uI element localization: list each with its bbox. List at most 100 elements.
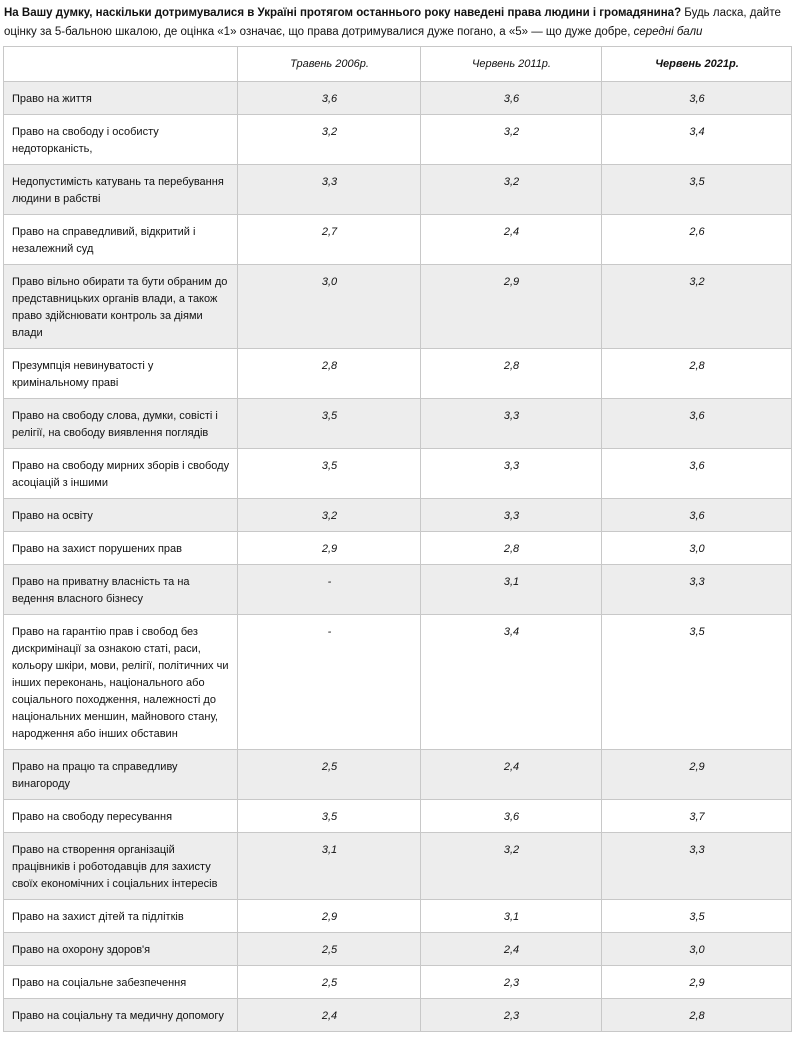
- row-value: 3,2: [420, 114, 602, 165]
- row-value: 3,6: [237, 81, 421, 115]
- row-value: -: [237, 614, 421, 750]
- row-label: Право на гарантію прав і свобод без диск…: [3, 614, 238, 750]
- row-value: 3,3: [420, 498, 602, 532]
- row-value: 3,3: [420, 448, 602, 499]
- table-row: Право на приватну власність та на веденн…: [3, 564, 792, 615]
- ratings-table: Травень 2006р. Червень 2011р. Червень 20…: [3, 46, 792, 1032]
- row-label: Право на захист дітей та підлітків: [3, 899, 238, 933]
- row-value: 3,1: [420, 899, 602, 933]
- row-value: 2,8: [601, 348, 792, 399]
- row-value: 3,2: [420, 164, 602, 215]
- row-value: 3,4: [420, 614, 602, 750]
- row-value: 3,3: [601, 564, 792, 615]
- row-label: Право на справедливий, відкритий і незал…: [3, 214, 238, 265]
- header-june-2011: Червень 2011р.: [420, 46, 602, 82]
- table-row: Недопустимість катувань та перебування л…: [3, 164, 792, 215]
- row-value: 3,3: [420, 398, 602, 449]
- table-row: Право на гарантію прав і свобод без диск…: [3, 614, 792, 750]
- table-row: Право на соціальну та медичну допомогу 2,…: [3, 998, 792, 1032]
- row-value: 2,4: [420, 749, 602, 800]
- row-value: 3,2: [237, 114, 421, 165]
- row-label: Право на соціальну та медичну допомогу: [3, 998, 238, 1032]
- question-bold: На Вашу думку, наскільки дотримувалися в…: [4, 7, 682, 19]
- row-label: Право на приватну власність та на веденн…: [3, 564, 238, 615]
- row-value: 2,9: [237, 531, 421, 565]
- row-value: 3,6: [601, 498, 792, 532]
- row-value: 3,6: [601, 448, 792, 499]
- row-label: Право на життя: [3, 81, 238, 115]
- row-value: 3,5: [601, 164, 792, 215]
- row-value: 2,6: [601, 214, 792, 265]
- row-value: 3,5: [601, 899, 792, 933]
- question-units: середні бали: [633, 26, 703, 38]
- question-text: На Вашу думку, наскільки дотримувалися в…: [0, 0, 800, 42]
- table-row: Право на свободу мирних зборів і свободу…: [3, 448, 792, 499]
- row-label: Право на створення організацій працівник…: [3, 832, 238, 900]
- row-value: 2,8: [420, 531, 602, 565]
- row-label: Право на свободу мирних зборів і свободу…: [3, 448, 238, 499]
- table-row: Право на життя 3,6 3,6 3,6: [3, 81, 792, 115]
- row-value: 2,3: [420, 965, 602, 999]
- row-value: 2,5: [237, 749, 421, 800]
- row-value: 3,4: [601, 114, 792, 165]
- header-june-2021: Червень 2021р.: [601, 46, 792, 82]
- row-value: 2,9: [420, 264, 602, 349]
- row-value: 2,9: [237, 899, 421, 933]
- row-value: 3,1: [420, 564, 602, 615]
- row-label: Презумпція невинуватості у кримінальному…: [3, 348, 238, 399]
- row-value: 3,6: [420, 799, 602, 833]
- table-row: Право на свободу пересування 3,5 3,6 3,7: [3, 799, 792, 833]
- table-header-row: Травень 2006р. Червень 2011р. Червень 20…: [3, 46, 792, 82]
- row-value: 2,3: [420, 998, 602, 1032]
- table-row: Право на справедливий, відкритий і незал…: [3, 214, 792, 265]
- row-label: Недопустимість катувань та перебування л…: [3, 164, 238, 215]
- header-may-2006: Травень 2006р.: [237, 46, 421, 82]
- row-value: 3,2: [237, 498, 421, 532]
- table-row: Право на соціальне забезпечення 2,5 2,3 2,9: [3, 965, 792, 999]
- row-value: 3,5: [601, 614, 792, 750]
- row-value: 2,5: [237, 932, 421, 966]
- row-value: 3,5: [237, 799, 421, 833]
- row-value: 3,7: [601, 799, 792, 833]
- row-value: 3,5: [237, 398, 421, 449]
- row-value: 3,2: [420, 832, 602, 900]
- row-value: 2,5: [237, 965, 421, 999]
- row-value: 3,6: [601, 398, 792, 449]
- row-value: 2,8: [237, 348, 421, 399]
- row-label: Право на свободу пересування: [3, 799, 238, 833]
- row-value: 2,9: [601, 749, 792, 800]
- table-row: Право на захист порушених прав 2,9 2,8 3,0: [3, 531, 792, 565]
- row-value: 3,3: [237, 164, 421, 215]
- row-value: 3,0: [601, 932, 792, 966]
- table-row: Право на свободу слова, думки, совісті і…: [3, 398, 792, 449]
- row-value: 3,0: [601, 531, 792, 565]
- row-label: Право на свободу і особисту недоторканіс…: [3, 114, 238, 165]
- table-row: Право вільно обирати та бути обраним до …: [3, 264, 792, 349]
- row-value: 3,5: [237, 448, 421, 499]
- row-label: Право на охорону здоров'я: [3, 932, 238, 966]
- row-value: 3,6: [601, 81, 792, 115]
- row-label: Право на соціальне забезпечення: [3, 965, 238, 999]
- header-empty: [3, 46, 238, 82]
- row-value: 2,4: [237, 998, 421, 1032]
- table-row: Право на освіту 3,2 3,3 3,6: [3, 498, 792, 532]
- question-instructions: Будь ласка, дайте оцінку за 5-бальною шк…: [4, 7, 781, 38]
- row-value: 3,1: [237, 832, 421, 900]
- row-value: -: [237, 564, 421, 615]
- table-row: Презумпція невинуватості у кримінальному…: [3, 348, 792, 399]
- row-value: 2,7: [237, 214, 421, 265]
- row-value: 3,6: [420, 81, 602, 115]
- table-row: Право на охорону здоров'я 2,5 2,4 3,0: [3, 932, 792, 966]
- row-label: Право на працю та справедливу винагороду: [3, 749, 238, 800]
- row-value: 3,2: [601, 264, 792, 349]
- row-label: Право на освіту: [3, 498, 238, 532]
- row-label: Право на захист порушених прав: [3, 531, 238, 565]
- row-value: 3,3: [601, 832, 792, 900]
- row-value: 2,8: [420, 348, 602, 399]
- table-row: Право на створення організацій працівник…: [3, 832, 792, 900]
- table-row: Право на свободу і особисту недоторканіс…: [3, 114, 792, 165]
- row-value: 2,4: [420, 214, 602, 265]
- row-value: 3,0: [237, 264, 421, 349]
- row-label: Право на свободу слова, думки, совісті і…: [3, 398, 238, 449]
- row-value: 2,4: [420, 932, 602, 966]
